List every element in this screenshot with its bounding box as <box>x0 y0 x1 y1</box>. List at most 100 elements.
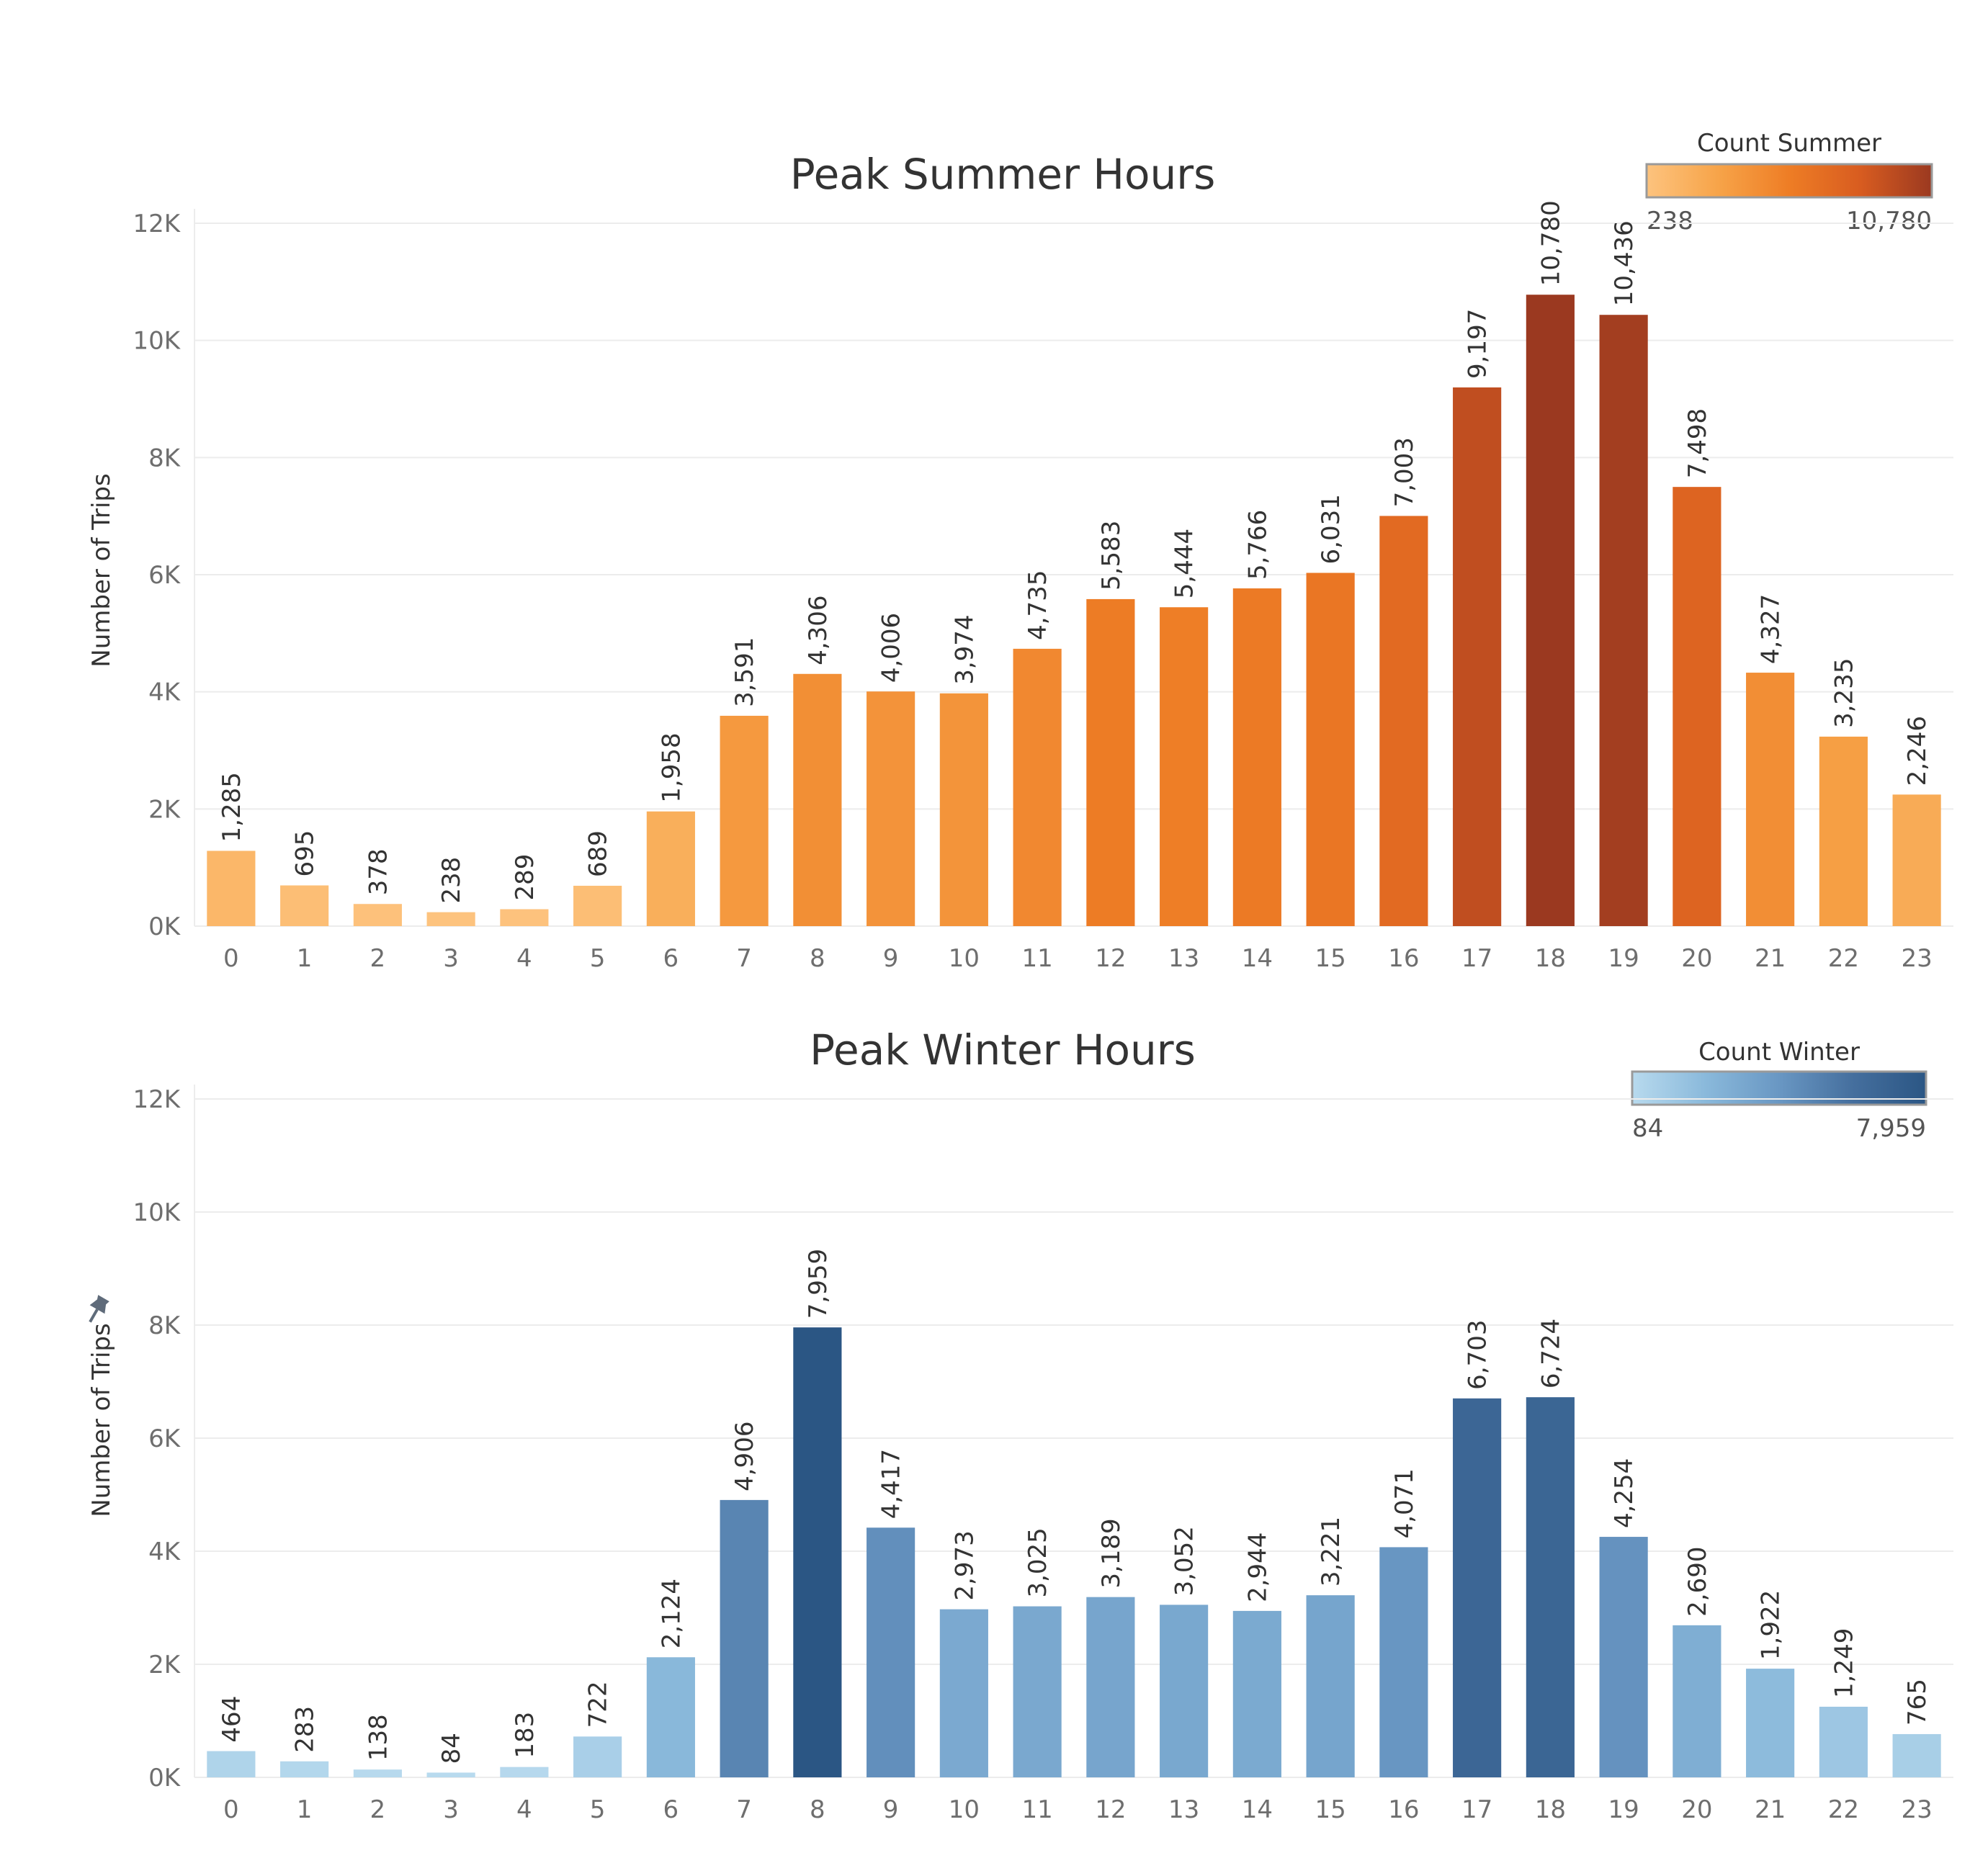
summer-x-tick-label: 15 <box>1315 944 1346 973</box>
summer-y-tick-label: 10K <box>133 327 181 356</box>
summer-data-label: 6,031 <box>1317 494 1346 564</box>
winter-data-label: 3,189 <box>1097 1518 1126 1588</box>
winter-bar-hour-14[interactable] <box>1232 1610 1281 1777</box>
summer-x-tick-label: 5 <box>590 944 606 973</box>
summer-bar-hour-8[interactable] <box>793 673 842 926</box>
summer-data-label: 3,974 <box>950 614 979 684</box>
winter-x-tick-label: 12 <box>1095 1795 1126 1824</box>
summer-bar-hour-16[interactable] <box>1379 516 1428 926</box>
winter-data-label: 765 <box>1903 1679 1932 1725</box>
summer-x-tick-label: 21 <box>1755 944 1786 973</box>
winter-bar-hour-16[interactable] <box>1379 1547 1428 1777</box>
summer-data-label: 3,235 <box>1830 658 1858 728</box>
winter-bar-hour-17[interactable] <box>1453 1398 1502 1777</box>
winter-x-tick-label: 21 <box>1755 1795 1786 1824</box>
summer-bar-hour-19[interactable] <box>1599 315 1648 926</box>
winter-bar-hour-3[interactable] <box>426 1772 475 1777</box>
winter-x-tick-label: 20 <box>1681 1795 1712 1824</box>
winter-x-tick-label: 8 <box>810 1795 825 1824</box>
winter-y-tick-label: 2K <box>148 1651 182 1679</box>
winter-x-tick-label: 5 <box>590 1795 606 1824</box>
winter-x-tick-label: 18 <box>1535 1795 1566 1824</box>
winter-legend[interactable]: Count Winter 84 7,959 <box>1631 1038 1927 1143</box>
winter-bar-hour-1[interactable] <box>280 1761 329 1777</box>
summer-bar-hour-11[interactable] <box>1013 648 1062 926</box>
summer-bar-hour-7[interactable] <box>720 715 769 926</box>
winter-plot-area: 0K2K4K6K8K10K12K464028311382843183472252… <box>133 1085 1953 1824</box>
summer-bar-hour-21[interactable] <box>1746 673 1795 926</box>
summer-bar-hour-17[interactable] <box>1453 387 1502 926</box>
winter-bar-hour-4[interactable] <box>500 1767 549 1777</box>
winter-bar-hour-6[interactable] <box>646 1657 695 1777</box>
pin-icon[interactable] <box>83 1294 112 1327</box>
summer-bar-hour-20[interactable] <box>1673 487 1721 926</box>
winter-bar-hour-13[interactable] <box>1160 1605 1209 1777</box>
summer-bar-hour-10[interactable] <box>939 693 988 926</box>
winter-data-label: 1,249 <box>1830 1628 1858 1698</box>
summer-data-label: 4,327 <box>1757 594 1786 664</box>
summer-bar-hour-9[interactable] <box>867 691 915 926</box>
winter-data-label: 283 <box>291 1706 320 1753</box>
winter-bar-hour-15[interactable] <box>1306 1595 1355 1777</box>
winter-bar-hour-2[interactable] <box>353 1769 402 1777</box>
summer-x-tick-label: 16 <box>1388 944 1419 973</box>
winter-data-label: 722 <box>584 1681 613 1728</box>
winter-bar-hour-0[interactable] <box>207 1751 256 1777</box>
summer-data-label: 5,583 <box>1097 521 1126 591</box>
summer-bar-hour-4[interactable] <box>500 909 549 926</box>
winter-bar-hour-22[interactable] <box>1819 1706 1868 1777</box>
summer-x-tick-label: 8 <box>810 944 825 973</box>
summer-bar-hour-12[interactable] <box>1086 598 1135 926</box>
winter-bar-hour-23[interactable] <box>1892 1733 1941 1777</box>
summer-bar-hour-14[interactable] <box>1232 588 1281 926</box>
winter-x-tick-label: 14 <box>1242 1795 1273 1824</box>
winter-y-tick-label: 0K <box>148 1764 182 1792</box>
summer-data-label: 5,766 <box>1243 510 1272 580</box>
winter-bar-hour-7[interactable] <box>720 1499 769 1777</box>
summer-y-tick-label: 8K <box>148 444 182 472</box>
summer-bar-hour-22[interactable] <box>1819 736 1868 926</box>
summer-data-label: 10,780 <box>1536 200 1565 286</box>
summer-y-tick-label: 6K <box>148 561 182 590</box>
summer-bar-hour-0[interactable] <box>207 851 256 926</box>
winter-data-label: 4,071 <box>1390 1468 1419 1538</box>
summer-bar-hour-1[interactable] <box>280 885 329 926</box>
winter-data-label: 6,703 <box>1464 1319 1492 1389</box>
summer-legend[interactable]: Count Summer 238 10,780 <box>1645 129 1933 235</box>
summer-x-tick-label: 2 <box>370 944 386 973</box>
summer-bar-hour-23[interactable] <box>1892 794 1941 926</box>
winter-data-label: 4,417 <box>877 1449 906 1519</box>
summer-bar-hour-6[interactable] <box>646 811 695 926</box>
summer-plot-area: 0K2K4K6K8K10K12K1,2850695137822383289468… <box>133 200 1953 973</box>
winter-x-tick-label: 16 <box>1388 1795 1419 1824</box>
summer-data-label: 689 <box>584 830 613 877</box>
winter-bar-hour-10[interactable] <box>939 1609 988 1777</box>
winter-x-tick-label: 10 <box>949 1795 980 1824</box>
winter-bar-hour-18[interactable] <box>1526 1397 1575 1777</box>
winter-data-label: 2,690 <box>1683 1546 1712 1616</box>
summer-x-tick-label: 1 <box>297 944 313 973</box>
winter-bar-hour-8[interactable] <box>793 1327 842 1777</box>
winter-bar-hour-20[interactable] <box>1673 1625 1721 1777</box>
winter-data-label: 183 <box>511 1712 539 1759</box>
winter-bar-hour-9[interactable] <box>867 1527 915 1777</box>
winter-x-tick-label: 15 <box>1315 1795 1346 1824</box>
winter-x-tick-label: 17 <box>1461 1795 1492 1824</box>
summer-bar-hour-2[interactable] <box>353 904 402 926</box>
summer-bar-hour-18[interactable] <box>1526 295 1575 926</box>
summer-data-label: 378 <box>364 848 393 895</box>
winter-data-label: 84 <box>437 1733 466 1764</box>
winter-x-tick-label: 0 <box>223 1795 239 1824</box>
summer-y-tick-label: 4K <box>148 678 182 707</box>
winter-bar-hour-12[interactable] <box>1086 1597 1135 1777</box>
winter-bar-hour-11[interactable] <box>1013 1606 1062 1777</box>
summer-bar-hour-3[interactable] <box>426 912 475 926</box>
summer-data-label: 7,003 <box>1390 437 1419 507</box>
winter-bar-hour-19[interactable] <box>1599 1537 1648 1777</box>
summer-bar-hour-13[interactable] <box>1160 607 1209 926</box>
winter-bar-hour-5[interactable] <box>573 1736 622 1777</box>
winter-bar-hour-21[interactable] <box>1746 1669 1795 1777</box>
summer-x-tick-label: 20 <box>1681 944 1712 973</box>
summer-bar-hour-15[interactable] <box>1306 573 1355 926</box>
summer-bar-hour-5[interactable] <box>573 885 622 926</box>
